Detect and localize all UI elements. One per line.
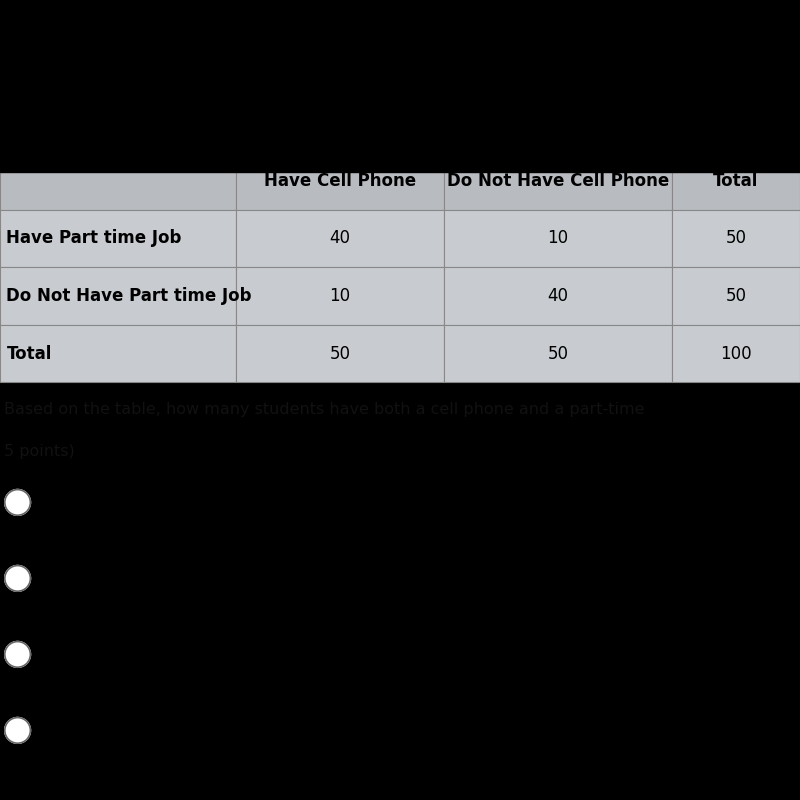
Circle shape [5,490,30,515]
Text: 40: 40 [547,287,569,305]
Bar [236,152,444,210]
Text: Have Part time Job: Have Part time Job [6,230,182,247]
Bar [0,267,236,325]
Bar [0,210,236,267]
Bar [236,210,444,267]
Text: 1)  10: 1) 10 [42,494,90,511]
Bar [444,210,672,267]
Bar [0,325,236,382]
Text: 2)  40: 2) 40 [42,570,90,587]
Text: 3)  50: 3) 50 [42,646,90,663]
Circle shape [5,642,30,667]
Bar [672,325,800,382]
Text: Do Not Have Cell Phone: Do Not Have Cell Phone [447,172,669,190]
Text: Total: Total [6,345,52,362]
Text: 40: 40 [330,230,350,247]
Bar [236,325,444,382]
Bar [672,210,800,267]
Bar [444,267,672,325]
Text: 10: 10 [547,230,569,247]
Bar [444,152,672,210]
Bar [672,152,800,210]
Text: 10: 10 [330,287,350,305]
Bar [672,267,800,325]
Bar [444,325,672,382]
Text: Total: Total [714,172,758,190]
Text: 50: 50 [330,345,350,362]
Text: 50: 50 [726,287,746,305]
Text: 4)  100: 4) 100 [42,722,101,739]
Text: Do Not Have Part time Job: Do Not Have Part time Job [6,287,252,305]
Text: 50: 50 [726,230,746,247]
Text: Based on the table, how many students have both a cell phone and a part-time: Based on the table, how many students ha… [4,402,645,418]
Circle shape [5,718,30,743]
Text: 100: 100 [720,345,752,362]
Bar [0,0,800,172]
Text: 50: 50 [547,345,569,362]
Bar [236,267,444,325]
Text: Have Cell Phone: Have Cell Phone [264,172,416,190]
Bar [0,152,236,210]
Circle shape [5,566,30,591]
Text: 5 points): 5 points) [4,444,74,459]
